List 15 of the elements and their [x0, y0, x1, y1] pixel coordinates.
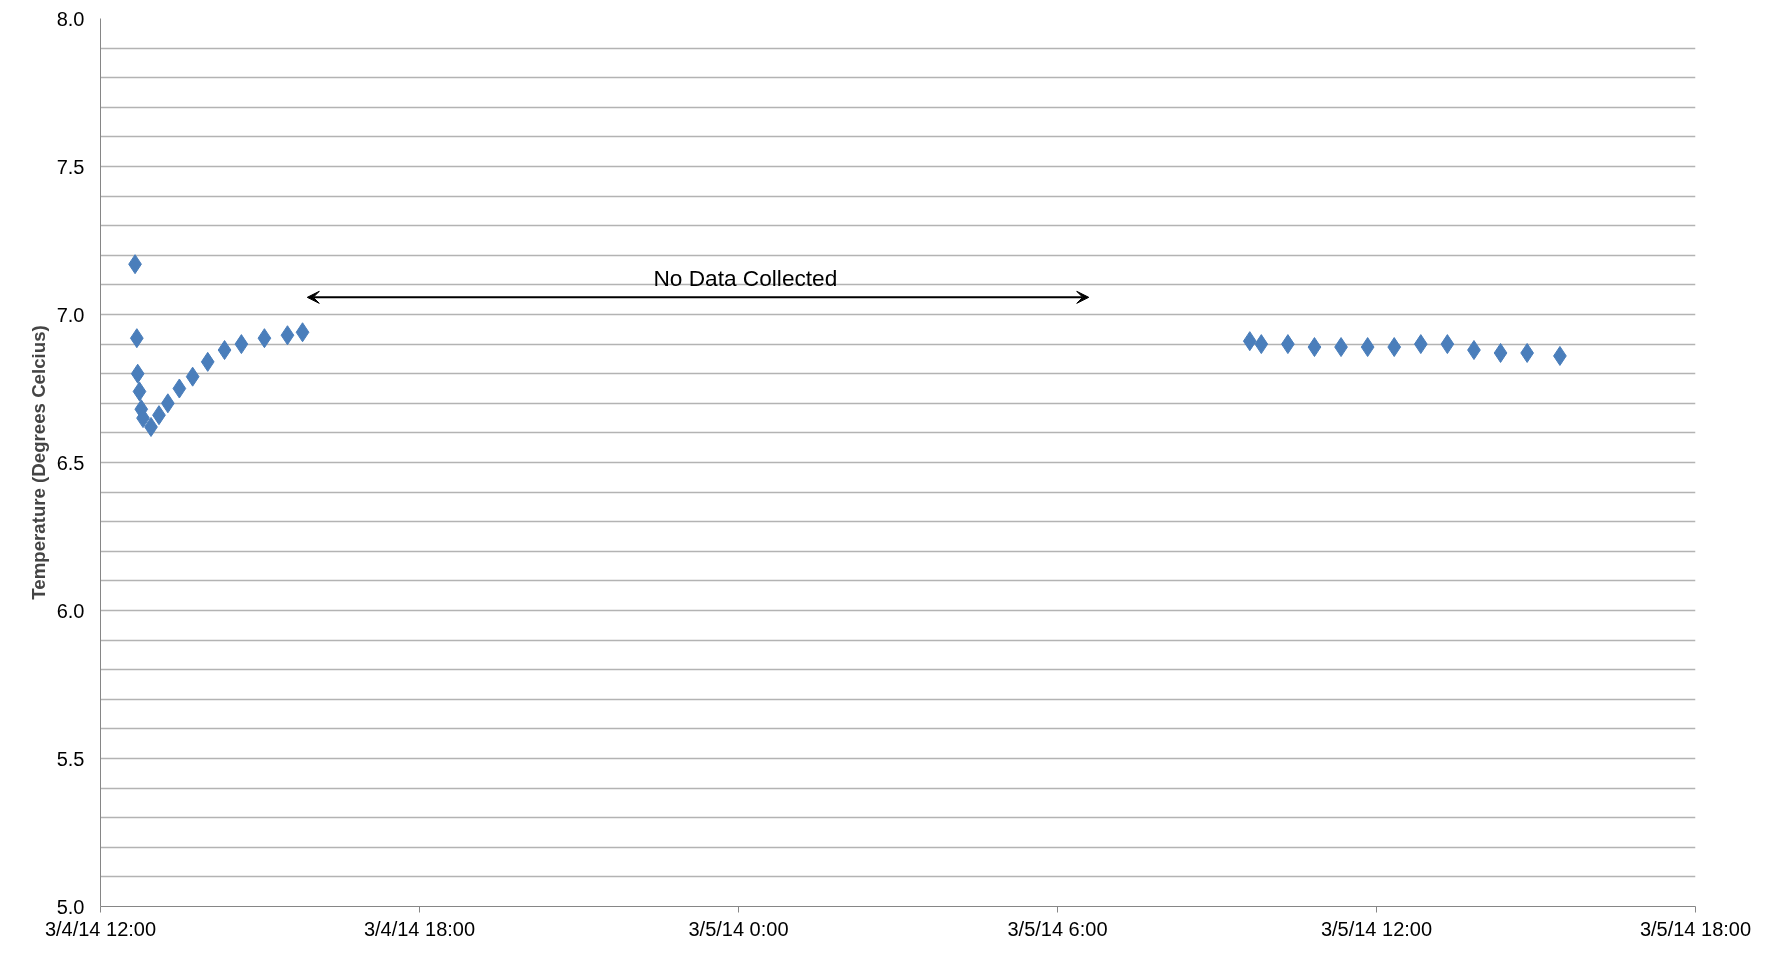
x-tick-label: 3/5/14 6:00	[1007, 917, 1108, 940]
x-tick-label: 3/4/14 12:00	[44, 917, 157, 940]
y-tick-label: 7.0	[56, 303, 85, 326]
x-tick-label: 3/5/14 12:00	[1320, 917, 1433, 940]
y-tick-label: 6.0	[56, 599, 85, 622]
y-tick-label: 5.0	[56, 895, 85, 918]
x-tick-label: 3/5/14 18:00	[1639, 917, 1752, 940]
annotation: No Data Collected	[653, 265, 838, 292]
x-tick-label: 3/5/14 0:00	[688, 917, 789, 940]
y-axis-title: Temperature (Degrees Celcius)	[27, 325, 49, 600]
x-tick-label: 3/4/14 18:00	[363, 917, 476, 940]
y-tick-label: 8.0	[56, 7, 85, 30]
y-tick-label: 5.5	[56, 747, 85, 770]
y-tick-label: 6.5	[56, 451, 85, 474]
y-tick-label: 7.5	[56, 155, 85, 178]
